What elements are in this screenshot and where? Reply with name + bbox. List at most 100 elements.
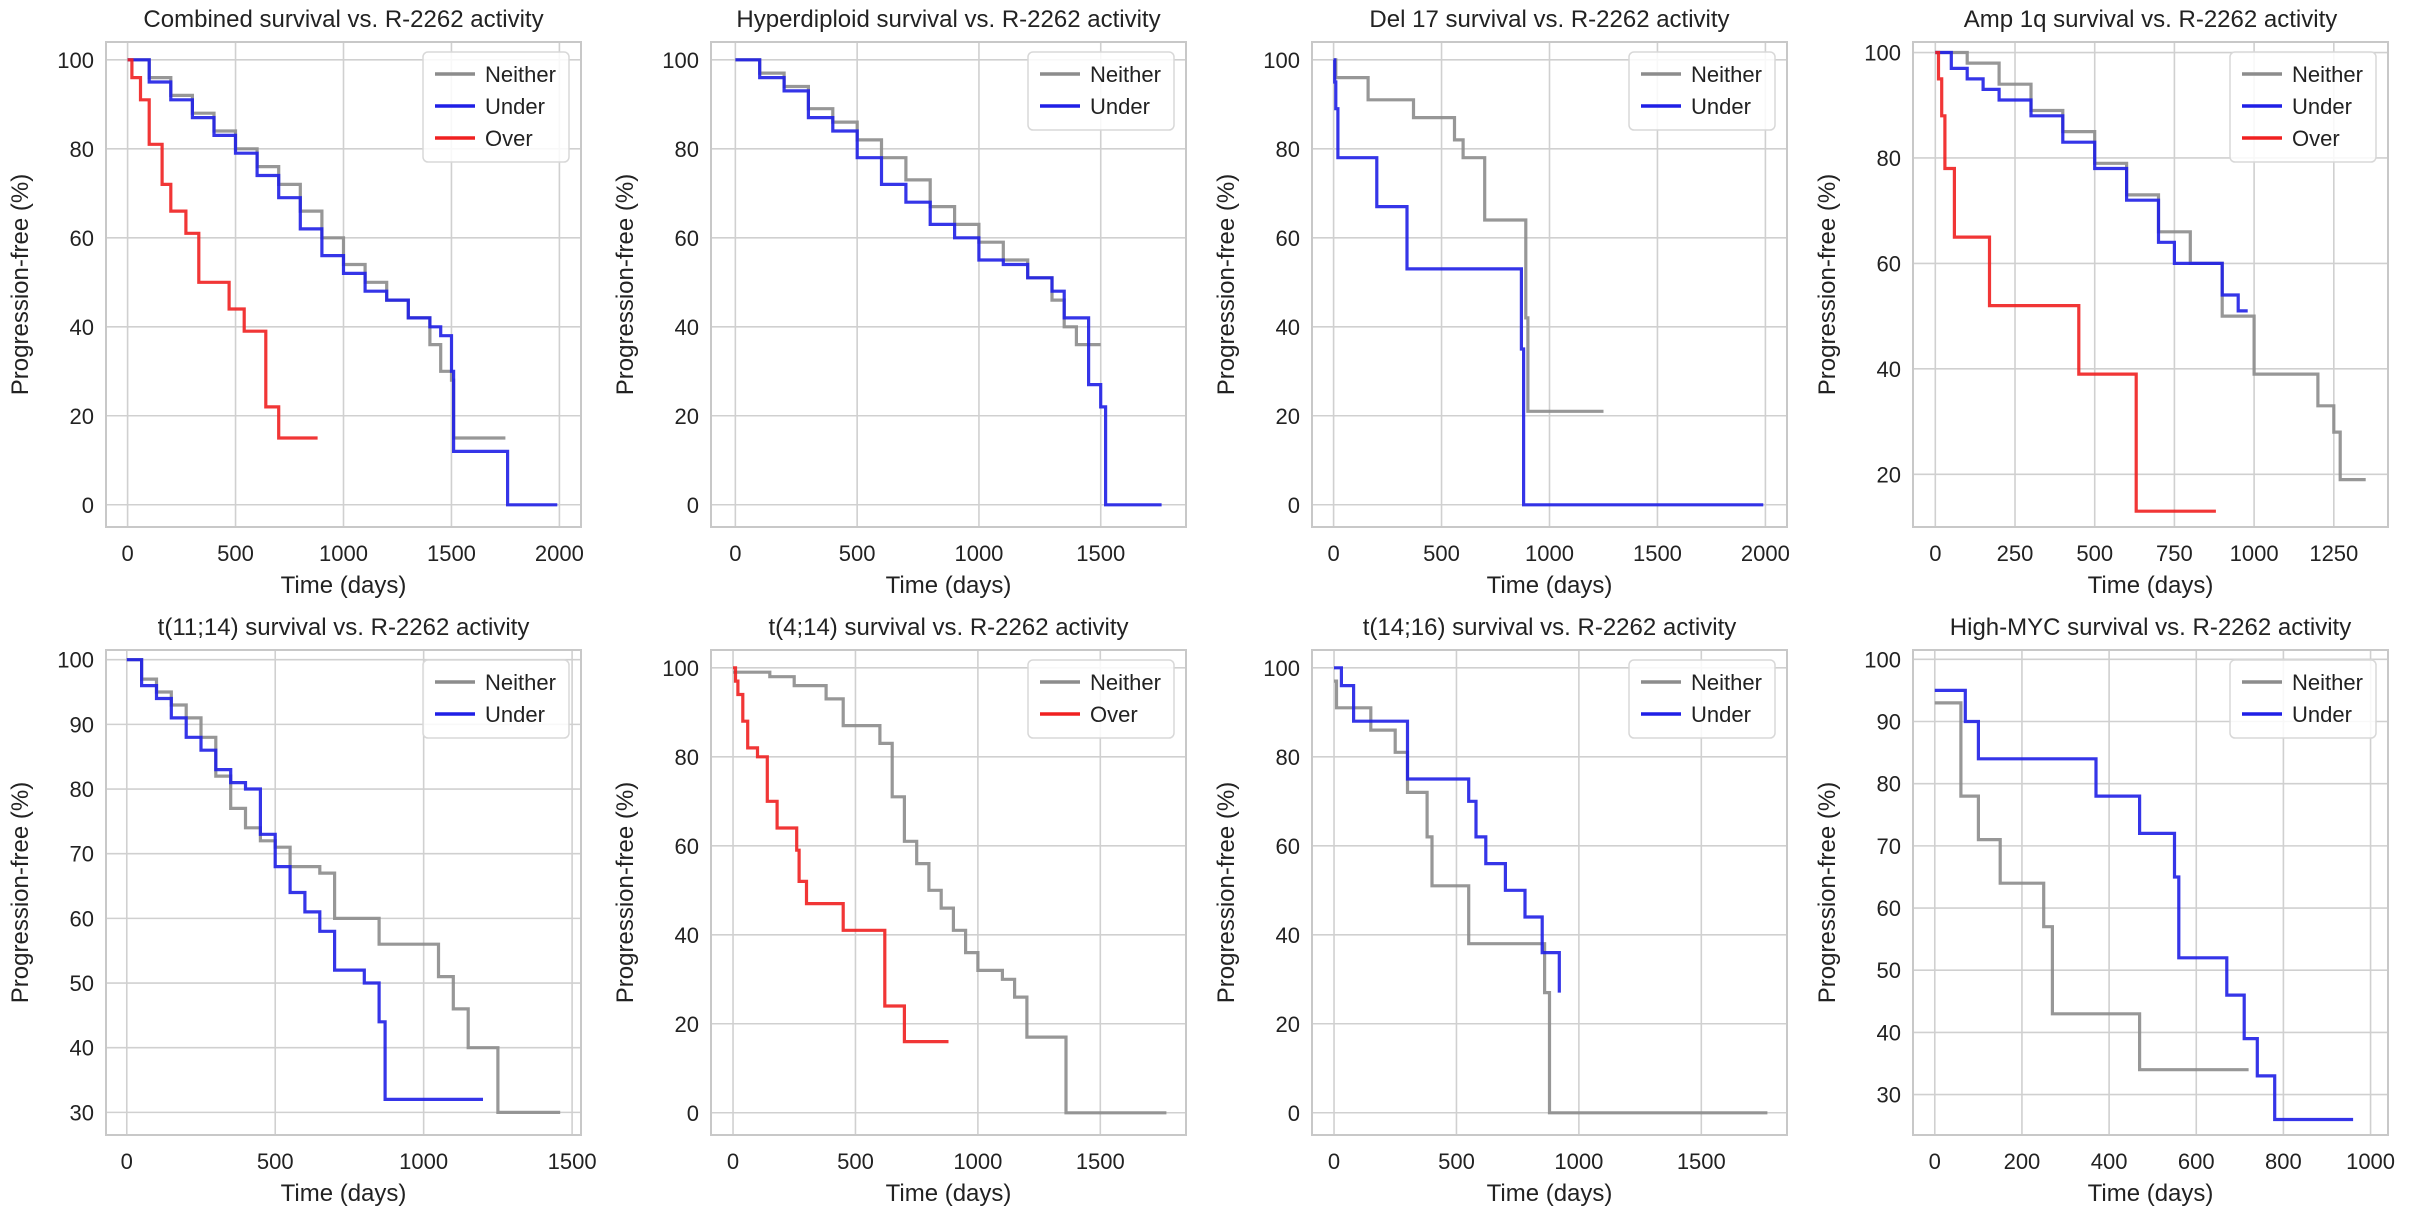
y-tick-label: 60: [1276, 834, 1300, 859]
x-axis-label: Time (days): [2088, 572, 2214, 599]
legend: Neither Under Over: [2229, 51, 2377, 163]
series-line-under: [1934, 688, 2354, 1122]
legend: Neither Under: [2229, 659, 2377, 739]
plot-frame: [710, 649, 1187, 1136]
y-tick-label: 40: [70, 1036, 94, 1061]
y-tick-label: 20: [675, 404, 699, 429]
series-line-under: [1935, 50, 2248, 313]
y-tick-label: 100: [57, 48, 94, 73]
x-tick-label: 500: [257, 1149, 294, 1174]
x-tick-label: 400: [2091, 1149, 2128, 1174]
chart-panel: 0 250 500 750 1000 1250 20 40 60 80 100 Amp 1q surv…: [1814, 6, 2389, 599]
series-line-under: [735, 58, 1162, 507]
y-tick-label: 100: [1263, 656, 1300, 681]
y-tick-label: 40: [675, 923, 699, 948]
legend-box: [1027, 51, 1175, 131]
y-tick-label: 50: [70, 971, 94, 996]
x-tick-label: 1500: [1076, 541, 1125, 566]
y-tick-label: 50: [1877, 958, 1901, 983]
chart-panel: 0 500 1000 1500 2000 0 20 40 60 80 100 Combined sur…: [7, 6, 584, 599]
x-tick-label: 1000: [954, 541, 1003, 566]
y-axis-label: Progression-free (%): [7, 174, 34, 395]
y-tick-label: 60: [1877, 251, 1901, 276]
x-tick-label: 1000: [2346, 1149, 2395, 1174]
y-tick-label: 80: [675, 137, 699, 162]
chart-panel: 0 500 1000 1500 0 20 40 60 80 100 t(4;14) survival…: [612, 614, 1187, 1207]
x-tick-label: 1000: [953, 1149, 1002, 1174]
y-tick-label: 100: [1864, 647, 1901, 672]
y-tick-label: 30: [1877, 1083, 1901, 1108]
chart-title: Amp 1q survival vs. R-2262 activity: [1964, 6, 2337, 33]
y-tick-label: 60: [1877, 896, 1901, 921]
legend: Neither Under Over: [422, 51, 570, 163]
legend-label: Neither: [485, 670, 556, 695]
legend-label: Over: [2292, 126, 2340, 151]
legend-label: Neither: [1691, 62, 1762, 87]
legend-box: [422, 659, 570, 739]
legend-box: [1628, 659, 1776, 739]
x-tick-label: 0: [121, 1149, 133, 1174]
x-axis-label: Time (days): [2088, 1180, 2214, 1207]
x-tick-label: 1500: [427, 541, 476, 566]
y-axis-label: Progression-free (%): [7, 782, 34, 1003]
series-line-neither: [1334, 679, 1768, 1115]
y-tick-label: 60: [1276, 226, 1300, 251]
x-axis-label: Time (days): [1487, 1180, 1613, 1207]
y-axis-label: Progression-free (%): [1814, 782, 1841, 1003]
legend-label: Under: [2292, 702, 2352, 727]
legend-box: [422, 51, 570, 163]
x-axis-label: Time (days): [886, 572, 1012, 599]
x-tick-label: 1000: [1554, 1149, 1603, 1174]
chart-panel: 0 500 1000 1500 2000 0 20 40 60 80 100 Del 17 survi…: [1213, 6, 1790, 599]
y-tick-label: 0: [1288, 493, 1300, 518]
y-tick-label: 80: [1877, 146, 1901, 171]
x-tick-label: 1500: [1677, 1149, 1726, 1174]
series-line-neither: [1333, 58, 1604, 413]
series-line-under: [1333, 58, 1764, 507]
y-tick-label: 80: [1276, 137, 1300, 162]
y-axis-label: Progression-free (%): [1213, 782, 1240, 1003]
x-axis-label: Time (days): [886, 1180, 1012, 1207]
legend-box: [2229, 659, 2377, 739]
chart-panel: 0 500 1000 1500 0 20 40 60 80 100 Hyperdiploid sur…: [612, 6, 1187, 599]
plot-frame: [1311, 41, 1788, 528]
x-tick-label: 0: [727, 1149, 739, 1174]
x-tick-label: 250: [1997, 541, 2034, 566]
y-tick-label: 70: [70, 842, 94, 867]
y-axis-label: Progression-free (%): [1213, 174, 1240, 395]
y-tick-label: 80: [675, 745, 699, 770]
legend: Neither Under: [1027, 51, 1175, 131]
y-tick-label: 0: [82, 493, 94, 518]
legend-label: Over: [485, 126, 533, 151]
series-line-under: [127, 58, 558, 507]
legend-box: [1027, 659, 1175, 739]
x-tick-label: 2000: [1741, 541, 1790, 566]
legend-label: Under: [485, 702, 545, 727]
x-tick-label: 1000: [399, 1149, 448, 1174]
y-tick-label: 100: [1864, 41, 1901, 66]
y-tick-label: 0: [1288, 1101, 1300, 1126]
y-tick-label: 100: [662, 656, 699, 681]
legend-label: Under: [1691, 94, 1751, 119]
y-tick-label: 90: [1877, 710, 1901, 735]
x-tick-label: 0: [1328, 1149, 1340, 1174]
y-tick-label: 40: [1877, 357, 1901, 382]
y-tick-label: 20: [1276, 404, 1300, 429]
y-axis-label: Progression-free (%): [1814, 174, 1841, 395]
legend-label: Neither: [1090, 62, 1161, 87]
legend-label: Neither: [1090, 670, 1161, 695]
x-axis-label: Time (days): [281, 572, 407, 599]
series-line-neither: [733, 670, 1167, 1115]
y-tick-label: 30: [70, 1100, 94, 1125]
x-tick-label: 500: [217, 541, 254, 566]
x-tick-label: 1000: [319, 541, 368, 566]
chart-panel: 0 500 1000 1500 0 20 40 60 80 100 t(14;16) surviva…: [1213, 614, 1788, 1207]
y-tick-label: 80: [70, 137, 94, 162]
x-tick-label: 1500: [1633, 541, 1682, 566]
y-tick-label: 40: [1276, 315, 1300, 340]
series-line-under: [126, 658, 483, 1101]
x-tick-label: 1500: [548, 1149, 597, 1174]
chart-title: Combined survival vs. R-2262 activity: [143, 6, 543, 33]
chart-title: High-MYC survival vs. R-2262 activity: [1950, 614, 2351, 641]
